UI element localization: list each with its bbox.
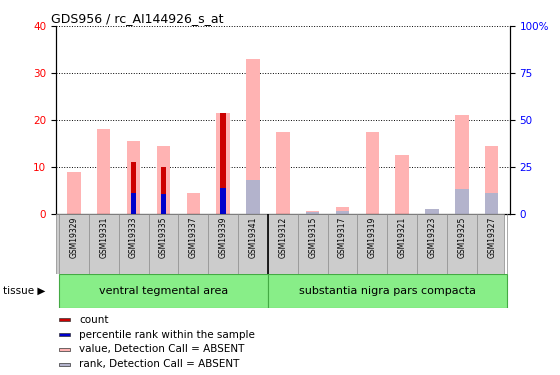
Bar <box>59 333 70 336</box>
Text: count: count <box>79 315 109 325</box>
Bar <box>59 363 70 366</box>
Bar <box>59 348 70 351</box>
Bar <box>186 193 200 214</box>
Bar <box>127 141 141 214</box>
Bar <box>425 209 438 214</box>
Text: GSM19339: GSM19339 <box>218 217 227 258</box>
Bar <box>455 116 469 214</box>
Text: GSM19333: GSM19333 <box>129 217 138 258</box>
Bar <box>221 113 226 214</box>
Bar <box>246 180 260 214</box>
Bar <box>246 59 260 214</box>
Text: GSM19331: GSM19331 <box>99 217 108 258</box>
Text: GSM19335: GSM19335 <box>159 217 168 258</box>
Text: GSM19315: GSM19315 <box>308 217 317 258</box>
Bar <box>455 189 469 214</box>
Bar <box>485 146 498 214</box>
Text: GDS956 / rc_AI144926_s_at: GDS956 / rc_AI144926_s_at <box>52 12 224 25</box>
Bar <box>366 132 379 214</box>
Text: ventral tegmental area: ventral tegmental area <box>99 286 228 296</box>
Text: percentile rank within the sample: percentile rank within the sample <box>79 330 255 339</box>
Text: substantia nigra pars compacta: substantia nigra pars compacta <box>298 286 476 296</box>
Text: GSM19327: GSM19327 <box>487 217 496 258</box>
Text: GSM19317: GSM19317 <box>338 217 347 258</box>
Bar <box>336 207 349 214</box>
Bar <box>131 162 136 214</box>
Bar <box>336 211 349 214</box>
Bar <box>485 193 498 214</box>
Text: tissue ▶: tissue ▶ <box>3 286 45 296</box>
Text: GSM19321: GSM19321 <box>398 217 407 258</box>
Bar <box>161 167 166 214</box>
Bar <box>216 113 230 214</box>
Bar <box>161 194 166 214</box>
Text: GSM19312: GSM19312 <box>278 217 287 258</box>
Bar <box>395 155 409 214</box>
Bar <box>276 132 290 214</box>
Text: GSM19341: GSM19341 <box>249 217 258 258</box>
Text: GSM19337: GSM19337 <box>189 217 198 258</box>
Bar <box>157 146 170 214</box>
Bar <box>221 188 226 214</box>
Bar <box>59 274 268 308</box>
Text: value, Detection Call = ABSENT: value, Detection Call = ABSENT <box>79 344 245 354</box>
Bar <box>67 172 81 214</box>
Text: GSM19329: GSM19329 <box>69 217 78 258</box>
Bar <box>268 274 507 308</box>
Bar <box>97 129 110 214</box>
Text: GSM19319: GSM19319 <box>368 217 377 258</box>
Bar <box>306 211 319 214</box>
Bar <box>306 212 319 214</box>
Text: rank, Detection Call = ABSENT: rank, Detection Call = ABSENT <box>79 359 240 369</box>
Text: GSM19325: GSM19325 <box>458 217 466 258</box>
Text: GSM19323: GSM19323 <box>427 217 436 258</box>
Bar <box>425 209 438 214</box>
Bar <box>59 318 70 321</box>
Bar <box>131 193 136 214</box>
